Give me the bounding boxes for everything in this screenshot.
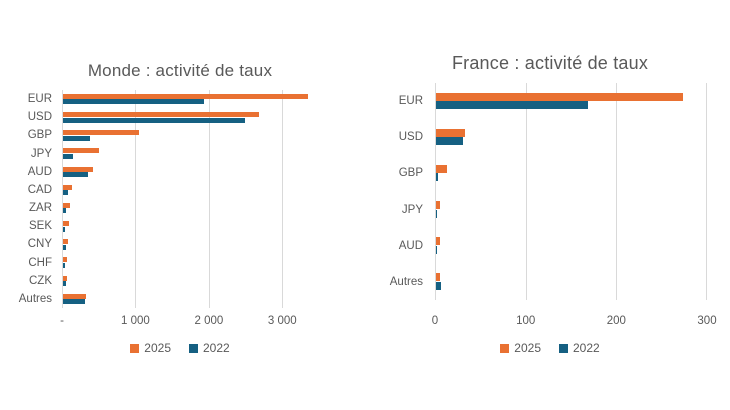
x-tick-label: - [60, 315, 64, 327]
bar-2022-gbp [436, 173, 438, 182]
gridline [706, 83, 707, 300]
chart-monde: Monde : activité de taux EUR USD GBP JPY AUD… [18, 61, 320, 355]
legend-swatch-2022 [559, 343, 568, 353]
bar-2025-aud [63, 166, 94, 172]
bar-2025-cny [63, 239, 68, 245]
gridline [435, 83, 436, 300]
legend-label-2022: 2022 [573, 341, 600, 355]
gridline [62, 90, 63, 308]
x-tick-label: 300 [697, 315, 717, 327]
category-label: JPY [401, 203, 423, 216]
x-tick-label: 0 [431, 315, 439, 327]
x-tick-label: 100 [516, 315, 536, 327]
category-label: CHF [28, 256, 52, 269]
bar-2022-cny [63, 244, 67, 250]
legend: 2025 2022 [420, 341, 680, 355]
bar-2022-eur [63, 99, 204, 105]
bar-2022-autres [436, 281, 441, 290]
category-label: Autres [389, 275, 423, 288]
legend-item-2022: 2022 [559, 341, 600, 355]
gridline [525, 83, 527, 300]
category-label: CNY [27, 238, 52, 251]
bar-2022-aud [63, 172, 88, 178]
legend-label-2025: 2025 [514, 341, 541, 355]
bar-2022-chf [63, 262, 65, 268]
bar-2025-autres [63, 293, 86, 299]
category-label: GBP [398, 167, 423, 180]
bar-2025-gbp [63, 130, 139, 136]
category-label: CZK [29, 274, 52, 287]
bar-2025-aud [436, 237, 440, 246]
category-label: USD [398, 131, 423, 144]
plot-area [435, 83, 707, 300]
bar-2025-eur [436, 92, 683, 101]
bar-2022-jpy [63, 153, 73, 159]
bar-2025-chf [63, 257, 67, 263]
legend-item-2025: 2025 [500, 341, 541, 355]
x-tick-label: 3 000 [267, 315, 297, 327]
legend-label-2022: 2022 [203, 341, 230, 355]
legend-label-2025: 2025 [144, 341, 171, 355]
gridline [282, 90, 284, 308]
bar-2025-cad [63, 184, 72, 190]
x-tick-label: 200 [606, 315, 626, 327]
x-tick-label: 1 000 [121, 315, 150, 327]
bar-2022-aud [436, 245, 438, 254]
category-label: Autres [18, 292, 52, 305]
category-label: USD [27, 111, 52, 124]
bar-2022-zar [63, 208, 66, 214]
chart-title-monde: Monde : activité de taux [87, 61, 273, 80]
legend-item-2025: 2025 [130, 341, 171, 355]
bar-2025-zar [63, 202, 71, 208]
gridline [208, 90, 210, 308]
bar-2025-gbp [436, 164, 447, 173]
bar-2022-usd [63, 117, 246, 123]
chart-france: France : activité de taux EUR USD GBP JPY AU… [365, 0, 730, 410]
bar-2025-czk [63, 275, 67, 281]
category-label: JPY [30, 147, 52, 160]
bar-2022-jpy [436, 209, 438, 218]
bar-2025-usd [436, 128, 465, 137]
bar-2022-gbp [63, 135, 91, 141]
category-label: SEK [28, 220, 52, 233]
category-label: AUD [398, 239, 423, 252]
legend-swatch-2025 [500, 343, 510, 353]
bar-2022-usd [436, 137, 464, 146]
bar-2025-jpy [436, 201, 440, 209]
category-label: ZAR [29, 202, 52, 214]
legend-swatch-2022 [189, 343, 198, 353]
bar-2022-cad [63, 190, 69, 196]
category-label: EUR [398, 95, 423, 107]
gridline [135, 90, 137, 308]
bar-2025-sek [63, 221, 69, 226]
bar-2022-sek [63, 226, 66, 232]
category-label: CAD [27, 183, 52, 196]
bar-2022-eur [436, 101, 589, 109]
legend-swatch-2025 [130, 343, 140, 353]
gridline [616, 83, 618, 300]
bar-2022-czk [63, 281, 67, 287]
legend: 2025 2022 [40, 341, 320, 355]
plot-area [62, 90, 319, 308]
bar-2025-eur [63, 93, 309, 99]
category-label: EUR [27, 93, 52, 105]
category-label: AUD [27, 165, 52, 178]
bar-2025-usd [63, 112, 260, 117]
legend-item-2022: 2022 [189, 341, 230, 355]
category-label: GBP [27, 129, 52, 142]
bar-2025-jpy [63, 148, 99, 154]
bar-2025-autres [436, 273, 440, 282]
x-tick-label: 2 000 [194, 315, 224, 327]
bar-2022-autres [63, 299, 85, 305]
chart-title-france: France : activité de taux [451, 53, 649, 73]
